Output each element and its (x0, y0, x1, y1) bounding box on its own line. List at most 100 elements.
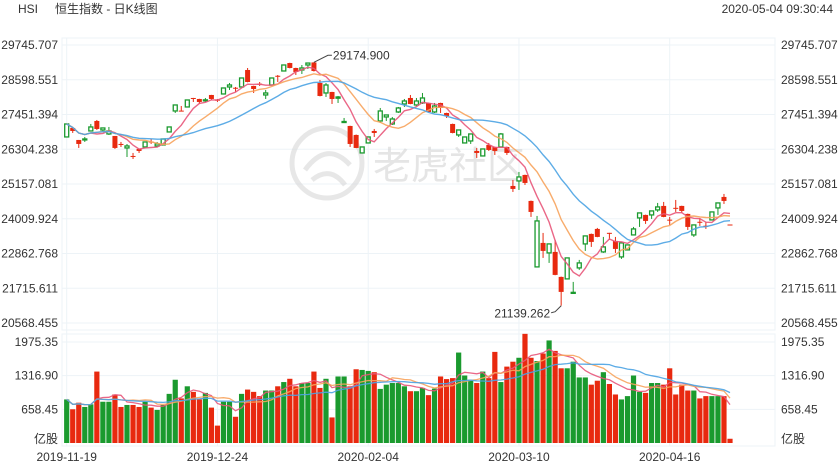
min-annotation-label: 21139.262 (494, 307, 550, 321)
volume-bar (371, 372, 377, 443)
candle-body-down (407, 97, 413, 104)
volume-unit-left: 亿股 (34, 431, 58, 446)
candle-body-down (94, 120, 100, 129)
candle (510, 179, 516, 192)
watermark: 老虎社区 (289, 125, 525, 201)
candle (82, 136, 88, 142)
candle (124, 143, 130, 157)
candle-body-up (576, 262, 582, 269)
volume-bar (552, 350, 558, 443)
volume-bar (293, 386, 299, 443)
volume-bar (311, 371, 317, 443)
price-ma20-line (66, 80, 731, 246)
candle-body-up (600, 246, 607, 253)
candle-body-down (317, 82, 323, 96)
candle (311, 62, 317, 72)
volume-bar (112, 394, 118, 443)
candle-body-up (100, 127, 106, 131)
candle (455, 129, 462, 137)
candle-body-down (118, 143, 124, 145)
candle (263, 89, 269, 99)
volume-bar (238, 393, 245, 443)
price-tick-right: 27451.394 (781, 108, 838, 122)
candle-body-down (474, 150, 480, 153)
volume-bar (516, 357, 522, 443)
volume-bar (329, 417, 335, 443)
volume-bar (600, 372, 606, 443)
volume-bar (178, 398, 184, 443)
price-ma10-line (66, 73, 731, 260)
volume-bar (480, 371, 486, 443)
candle-body-up (166, 126, 172, 133)
candle (184, 99, 190, 108)
candle-body-up (630, 228, 637, 236)
volume-bar (70, 409, 76, 443)
candle (558, 276, 564, 306)
price-tick-left: 24009.924 (1, 212, 58, 226)
candle-body-down (721, 196, 727, 201)
candle (377, 107, 383, 123)
candle (341, 117, 347, 124)
volume-bar (166, 393, 172, 443)
volume-tick-right: 1975.35 (781, 335, 825, 349)
candle-body-down (311, 62, 317, 71)
volume-bar (130, 404, 136, 443)
candle (721, 193, 727, 204)
candle (661, 201, 667, 218)
candle (522, 174, 528, 185)
candle-body-up (238, 77, 245, 88)
candle-body-up (359, 146, 365, 154)
moving-averages (66, 66, 731, 412)
volume-bar (154, 409, 160, 443)
candle (516, 171, 522, 190)
candle-body-down (130, 155, 136, 157)
candle (323, 82, 329, 97)
candle (287, 62, 293, 69)
candle (588, 233, 594, 247)
candle (528, 200, 534, 217)
volume-bar (389, 383, 395, 443)
volume-bar (576, 377, 582, 443)
volume-tick-right: 658.45 (781, 402, 818, 416)
price-tick-left: 20568.455 (1, 316, 58, 330)
candle (673, 199, 679, 212)
volume-bar (492, 351, 498, 443)
candle-body-down (552, 251, 558, 275)
candle (570, 281, 576, 295)
volume-unit-right: 亿股 (781, 431, 805, 446)
candle (190, 97, 196, 102)
candle-body-down (697, 221, 703, 223)
volume-bar (184, 386, 190, 443)
candle-body-down (136, 148, 142, 151)
candle (335, 95, 341, 103)
candle-body-down (667, 219, 673, 221)
candle-body-down (208, 94, 214, 99)
volume-bar (715, 396, 721, 443)
candle (540, 232, 546, 258)
candle (166, 126, 172, 133)
price-tick-right: 20568.455 (781, 316, 838, 330)
volume-bar (196, 399, 202, 443)
candle-body-down (643, 214, 649, 221)
candle (444, 112, 450, 118)
candle-body-up (413, 100, 420, 106)
volume-bar (679, 384, 685, 443)
volume-bar (522, 333, 528, 443)
candle-body-up (305, 62, 311, 66)
volume-bar (395, 383, 401, 443)
candle (359, 146, 365, 154)
volume-bar (335, 376, 341, 443)
volume-ma10-line (66, 354, 731, 406)
price-tick-left: 26304.238 (1, 142, 58, 156)
volume-bar (528, 357, 534, 443)
price-tick-right: 29745.707 (781, 38, 838, 52)
volume-bar (612, 394, 619, 443)
volume-bar (564, 368, 570, 443)
volume-bar (317, 387, 323, 443)
volume-bar (341, 376, 347, 443)
candle-body-down (450, 123, 456, 133)
max-annotation-label: 29174.900 (333, 48, 390, 62)
candle (643, 214, 649, 224)
volume-bar (606, 383, 612, 443)
